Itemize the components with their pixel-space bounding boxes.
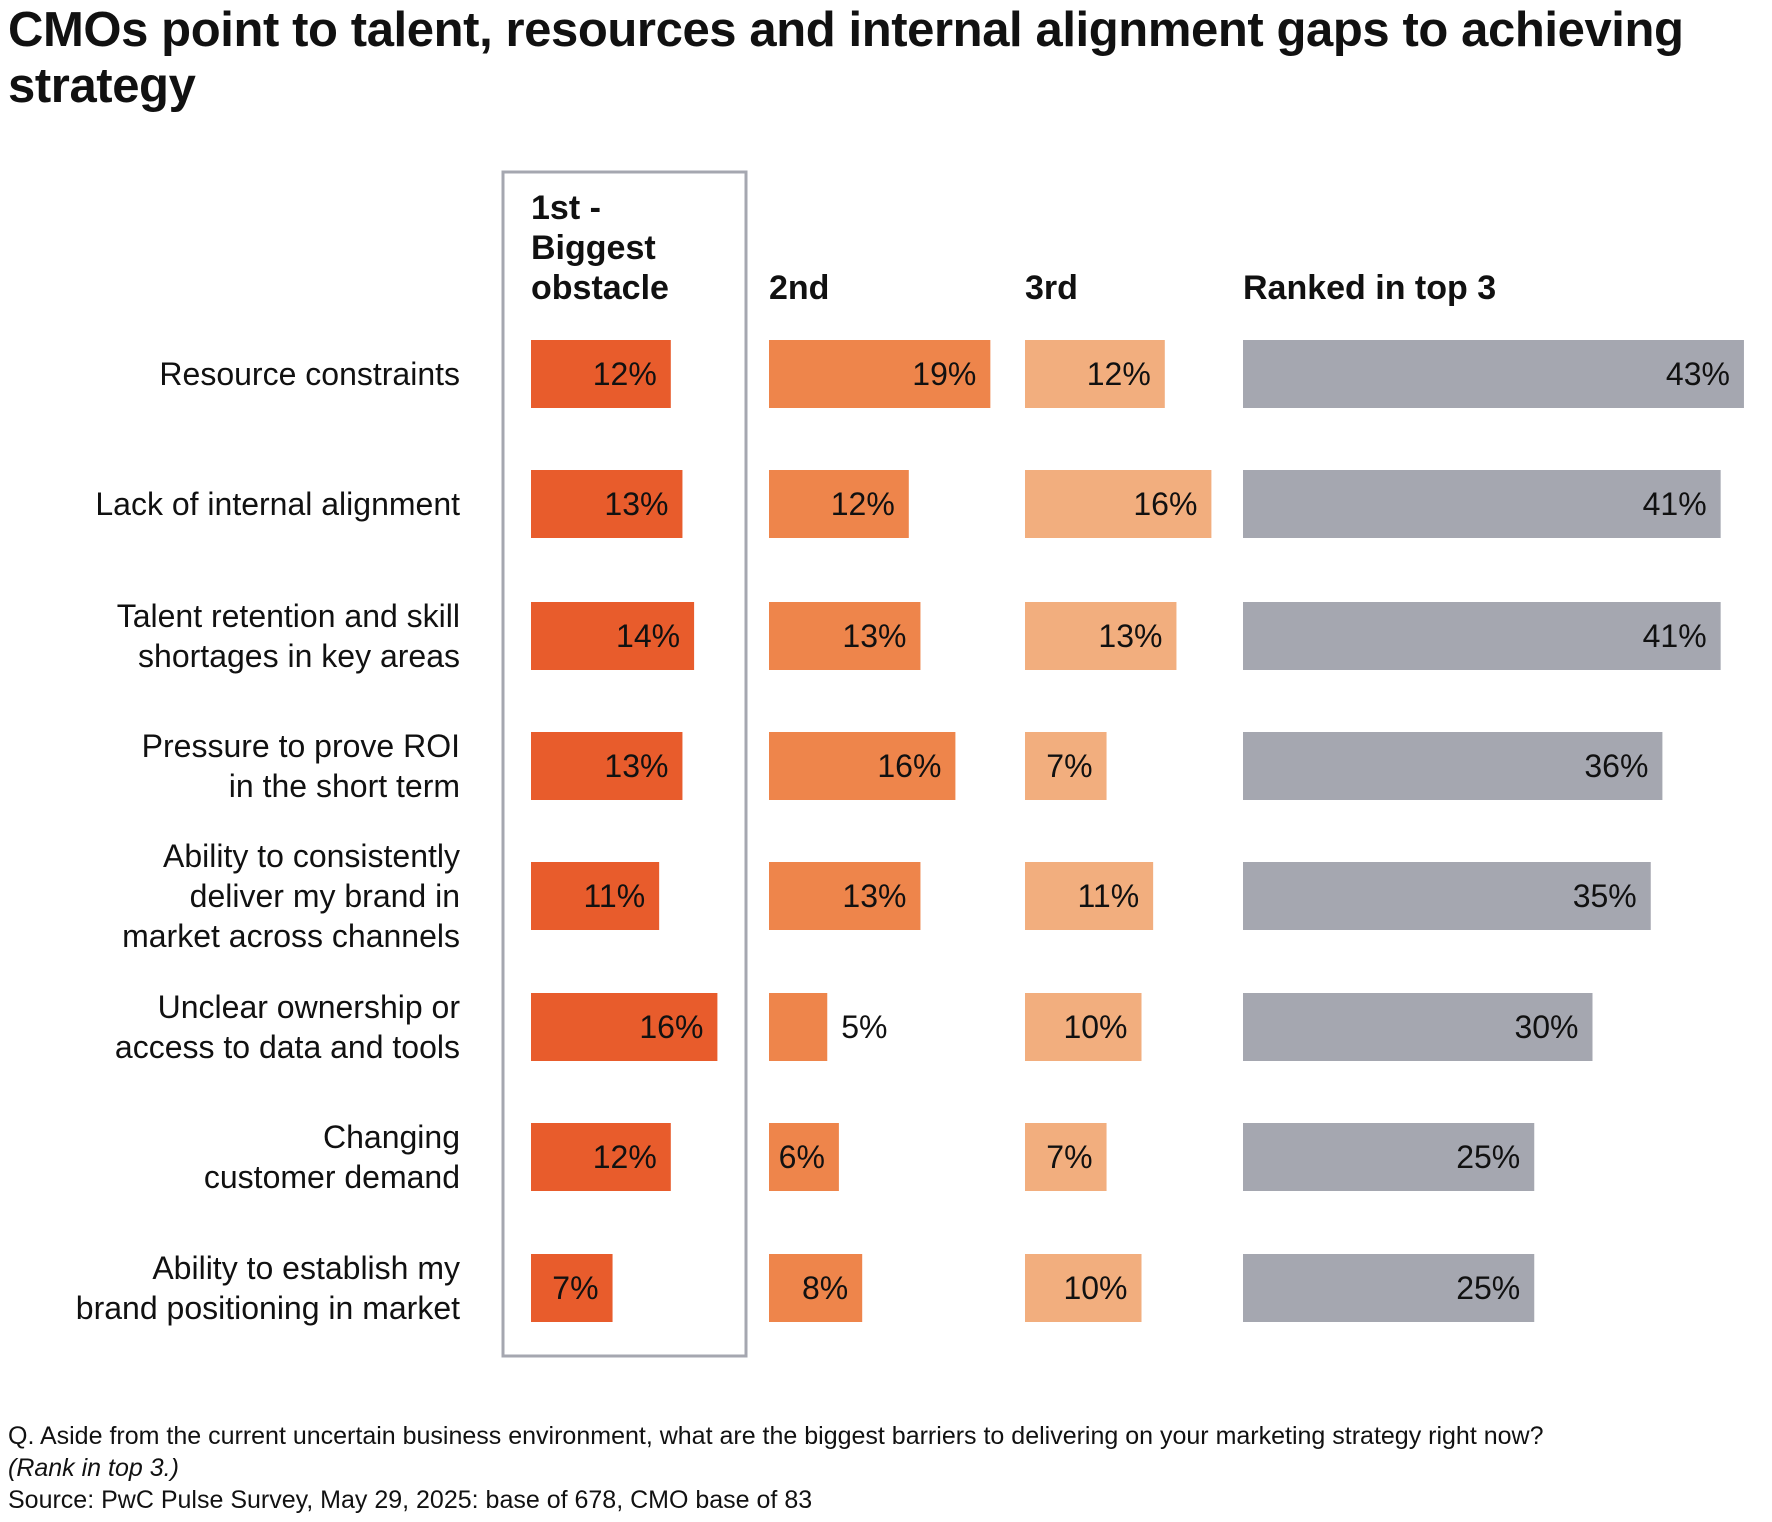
bar-2-4 xyxy=(769,732,956,800)
data-label: 19% xyxy=(912,356,976,392)
bar-2-1 xyxy=(769,340,991,408)
bar-2-2 xyxy=(769,470,909,538)
data-label: 12% xyxy=(1087,356,1151,392)
bar-1-3 xyxy=(531,602,695,670)
footnote-question: Q. Aside from the current uncertain busi… xyxy=(8,1422,1544,1450)
data-label: 10% xyxy=(1063,1009,1127,1045)
data-label: 7% xyxy=(552,1270,598,1306)
data-label: 13% xyxy=(604,748,668,784)
bar-2-5 xyxy=(769,862,921,930)
highlight-box xyxy=(501,170,748,1358)
data-label: 6% xyxy=(779,1139,825,1175)
footnote: Q. Aside from the current uncertain busi… xyxy=(8,1420,1768,1516)
bars: 12% 13% 14% 13% 11% 16% 12% 7% 19% 12% 13% 16% 13% 5%… xyxy=(531,340,1744,1322)
bar-3-1 xyxy=(1025,340,1165,408)
category-label: Talent retention and skill xyxy=(117,598,460,634)
data-label: 16% xyxy=(877,748,941,784)
category-label: market across channels xyxy=(122,918,460,954)
data-label: 35% xyxy=(1573,878,1637,914)
bar-4-7 xyxy=(1243,1123,1535,1191)
bar-3-4 xyxy=(1025,732,1107,800)
data-label: 10% xyxy=(1063,1270,1127,1306)
data-label: 12% xyxy=(593,1139,657,1175)
category-label: deliver my brand in xyxy=(190,878,460,914)
bar-1-7 xyxy=(531,1123,671,1191)
column-header-2: 2nd xyxy=(769,269,829,307)
bar-1-6 xyxy=(531,993,718,1061)
category-label: access to data and tools xyxy=(115,1029,460,1065)
bar-4-8 xyxy=(1243,1254,1535,1322)
bar-4-4 xyxy=(1243,732,1663,800)
bar-3-5 xyxy=(1025,862,1154,930)
category-label: shortages in key areas xyxy=(138,638,460,674)
bar-4-6 xyxy=(1243,993,1593,1061)
category-label: brand positioning in market xyxy=(76,1290,460,1326)
bar-2-8 xyxy=(769,1254,863,1322)
bar-1-2 xyxy=(531,470,683,538)
column-header-3: 3rd xyxy=(1025,269,1078,307)
data-label: 8% xyxy=(802,1270,848,1306)
data-label: 7% xyxy=(1046,748,1092,784)
category-label: Ability to establish my xyxy=(152,1250,460,1286)
column-header-4: Ranked in top 3 xyxy=(1243,269,1496,307)
footnote-source: Source: PwC Pulse Survey, May 29, 2025: … xyxy=(8,1486,813,1514)
data-label: 13% xyxy=(842,618,906,654)
category-label: Pressure to prove ROI xyxy=(142,728,460,764)
bar-2-7 xyxy=(769,1123,839,1191)
bar-3-6 xyxy=(1025,993,1142,1061)
bar-3-3 xyxy=(1025,602,1177,670)
data-label: 5% xyxy=(841,1009,887,1045)
bar-2-3 xyxy=(769,602,921,670)
data-label: 36% xyxy=(1584,748,1648,784)
bar-3-2 xyxy=(1025,470,1212,538)
data-label: 25% xyxy=(1456,1139,1520,1175)
data-label: 13% xyxy=(604,486,668,522)
data-label: 16% xyxy=(639,1009,703,1045)
data-label: 14% xyxy=(616,618,680,654)
data-label: 13% xyxy=(1098,618,1162,654)
bar-4-3 xyxy=(1243,602,1721,670)
category-label: Lack of internal alignment xyxy=(95,486,460,522)
data-label: 16% xyxy=(1133,486,1197,522)
bar-3-7 xyxy=(1025,1123,1107,1191)
data-label: 12% xyxy=(593,356,657,392)
bar-3-8 xyxy=(1025,1254,1142,1322)
category-label: Ability to consistently xyxy=(163,838,460,874)
category-label: Changing xyxy=(323,1119,460,1155)
bar-1-1 xyxy=(531,340,671,408)
bar-1-8 xyxy=(531,1254,613,1322)
footnote-note: (Rank in top 3.) xyxy=(8,1454,179,1482)
data-label: 11% xyxy=(583,878,645,914)
data-label: 30% xyxy=(1514,1009,1578,1045)
data-label: 25% xyxy=(1456,1270,1520,1306)
data-label: 7% xyxy=(1046,1139,1092,1175)
column-header-1: obstacle xyxy=(531,269,669,307)
data-label: 11% xyxy=(1077,878,1139,914)
data-label: 41% xyxy=(1643,618,1707,654)
bar-4-2 xyxy=(1243,470,1721,538)
category-labels: Resource constraints Lack of internal ali… xyxy=(76,356,461,1326)
category-label: in the short term xyxy=(229,768,460,804)
category-label: Resource constraints xyxy=(159,356,460,392)
column-header-1: 1st - xyxy=(531,189,601,227)
data-label: 43% xyxy=(1666,356,1730,392)
data-label: 41% xyxy=(1643,486,1707,522)
category-label: Unclear ownership or xyxy=(158,989,461,1025)
data-label: 12% xyxy=(831,486,895,522)
bar-1-5 xyxy=(531,862,660,930)
bar-1-4 xyxy=(531,732,683,800)
bar-4-5 xyxy=(1243,862,1651,930)
chart-title: CMOs point to talent, resources and inte… xyxy=(8,3,1684,113)
bar-4-1 xyxy=(1243,340,1744,408)
bar-2-6 xyxy=(769,993,828,1061)
column-header-1: Biggest xyxy=(531,229,656,267)
category-label: customer demand xyxy=(204,1159,460,1195)
data-label: 13% xyxy=(842,878,906,914)
